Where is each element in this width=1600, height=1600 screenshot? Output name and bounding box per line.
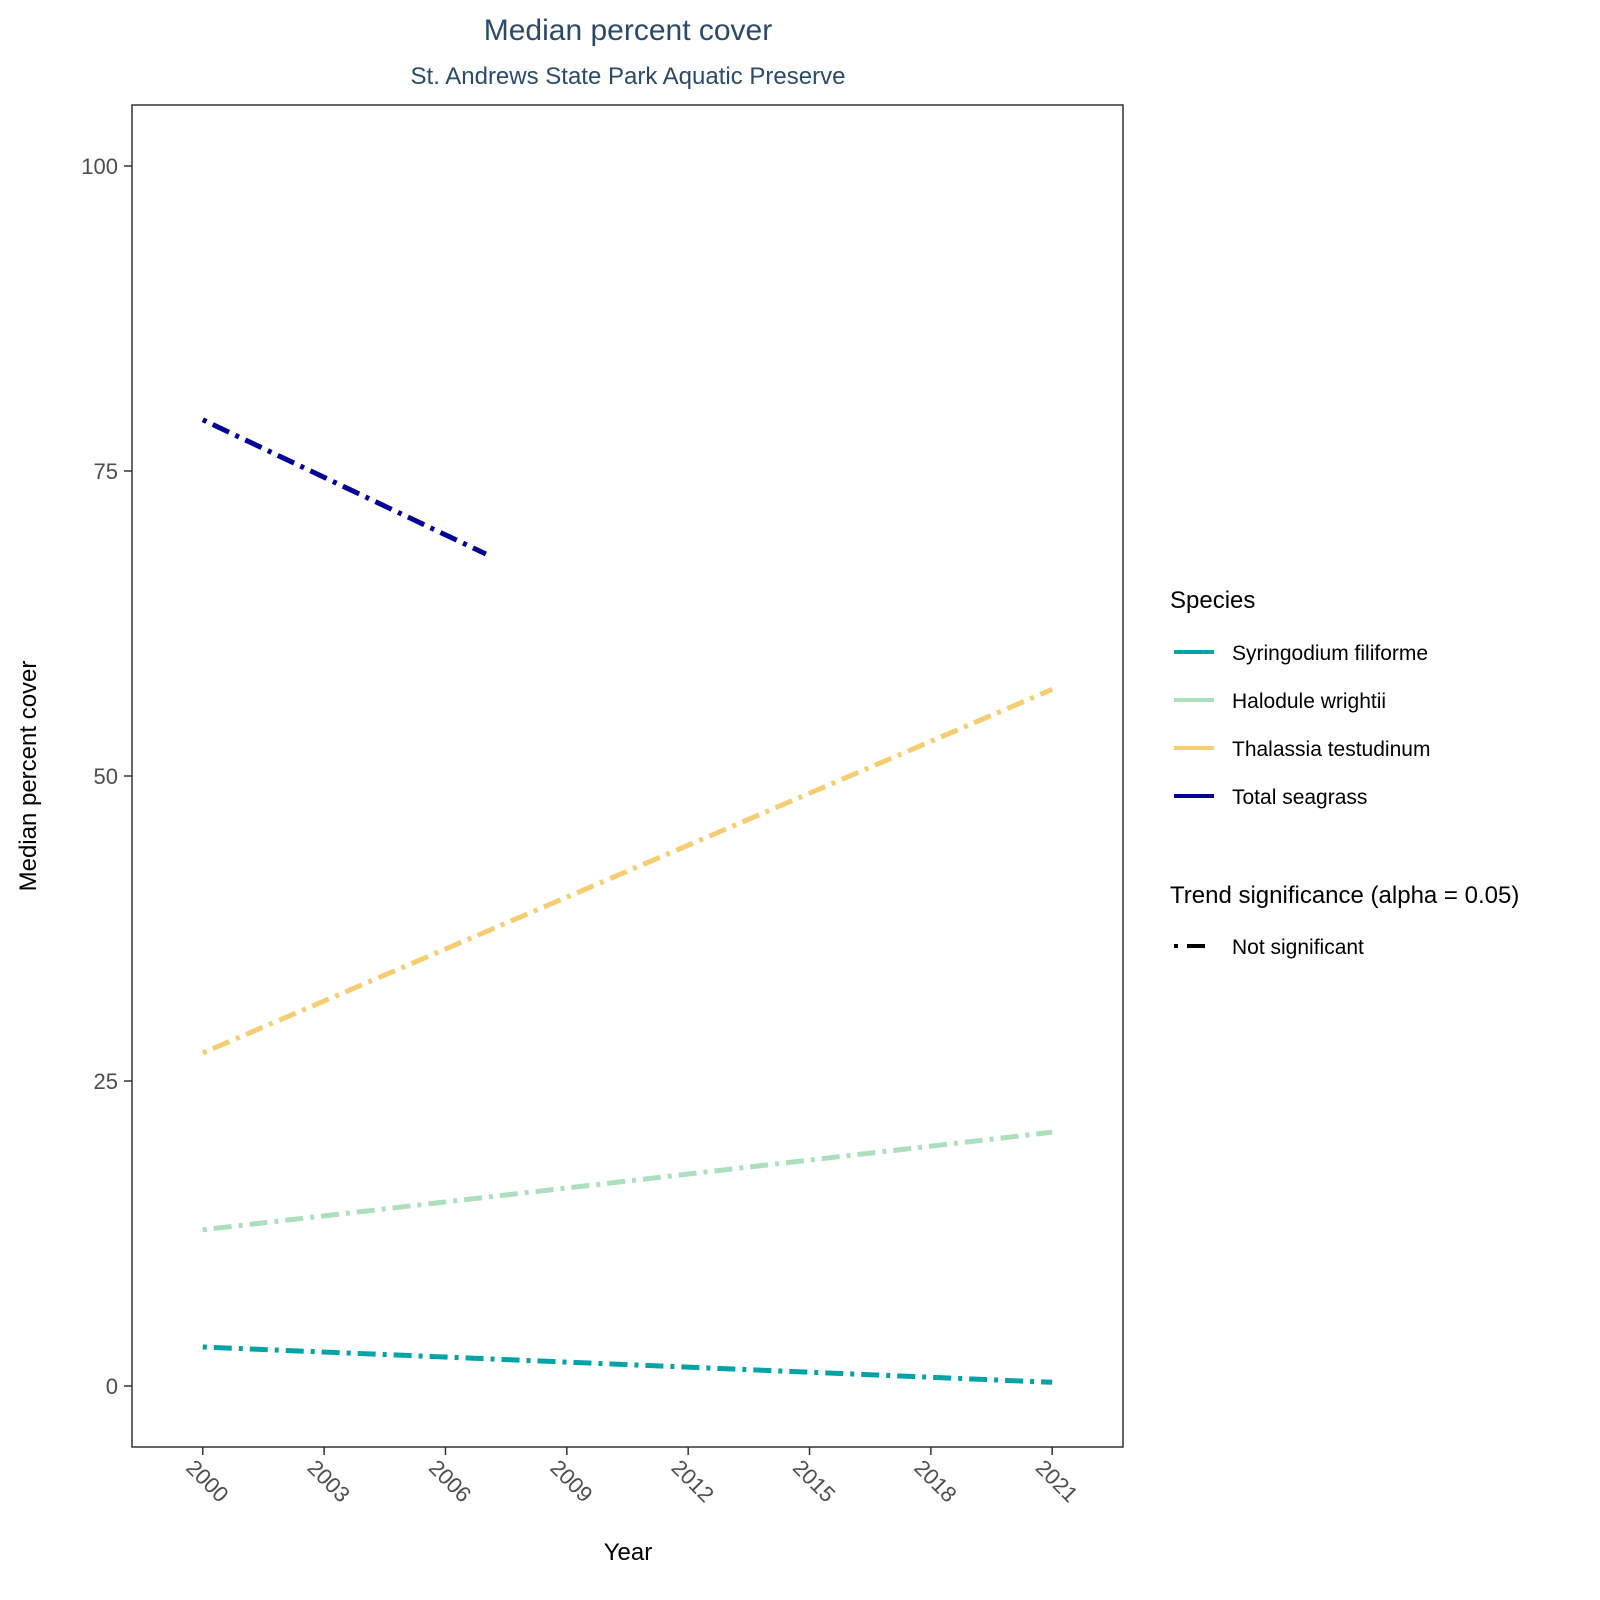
legend-item-halodule-wrightii: Halodule wrightii	[1174, 690, 1386, 713]
y-axis: 0 25 50 75 100	[81, 154, 132, 1399]
legend-label: Halodule wrightii	[1232, 690, 1386, 713]
y-tick-label: 100	[81, 154, 118, 179]
legend-label: Not significant	[1232, 936, 1364, 959]
legend-item-not-significant: Not significant	[1174, 936, 1364, 959]
x-axis-title: Year	[604, 1539, 653, 1566]
chart-subtitle: St. Andrews State Park Aquatic Preserve	[411, 63, 846, 90]
series-line-syringodium-filiforme	[202, 1344, 1053, 1385]
x-tick-label: 2006	[424, 1455, 476, 1507]
x-tick-label: 2018	[909, 1455, 961, 1507]
legend-item-total-seagrass: Total seagrass	[1174, 786, 1367, 809]
y-tick-label: 50	[94, 764, 118, 789]
x-tick-label: 2015	[788, 1455, 840, 1507]
legend-significance-title: Trend significance (alpha = 0.05)	[1170, 882, 1519, 909]
series-line-thalassia-testudinum	[201, 687, 1054, 1056]
x-tick-label: 2021	[1031, 1455, 1083, 1507]
x-tick-label: 2012	[667, 1455, 719, 1507]
chart-title: Median percent cover	[484, 14, 773, 47]
x-tick-label: 2009	[545, 1455, 597, 1507]
legend-label: Syringodium filiforme	[1232, 642, 1428, 665]
series-line-total-seagrass	[201, 417, 487, 557]
legend-label: Total seagrass	[1232, 786, 1367, 809]
x-tick-label: 2000	[181, 1455, 233, 1507]
x-axis: 2000 2003 2006 2009 2012 2015 2018 2021	[181, 1447, 1083, 1507]
y-tick-label: 25	[94, 1069, 118, 1094]
y-tick-label: 75	[94, 459, 118, 484]
y-tick-label: 0	[106, 1374, 118, 1399]
legend-species-title: Species	[1170, 587, 1255, 614]
legend-label: Thalassia testudinum	[1232, 738, 1430, 761]
legend: Species Syringodium filiforme Halodule wr…	[1170, 587, 1519, 959]
x-tick-label: 2003	[303, 1455, 355, 1507]
legend-item-syringodium-filiforme: Syringodium filiforme	[1174, 642, 1428, 665]
plot-panel-border	[131, 104, 1124, 1448]
legend-item-thalassia-testudinum: Thalassia testudinum	[1174, 738, 1430, 761]
series-line-halodule-wrightii	[202, 1129, 1053, 1233]
series-layer	[201, 417, 1054, 1385]
y-axis-title: Median percent cover	[15, 661, 42, 892]
